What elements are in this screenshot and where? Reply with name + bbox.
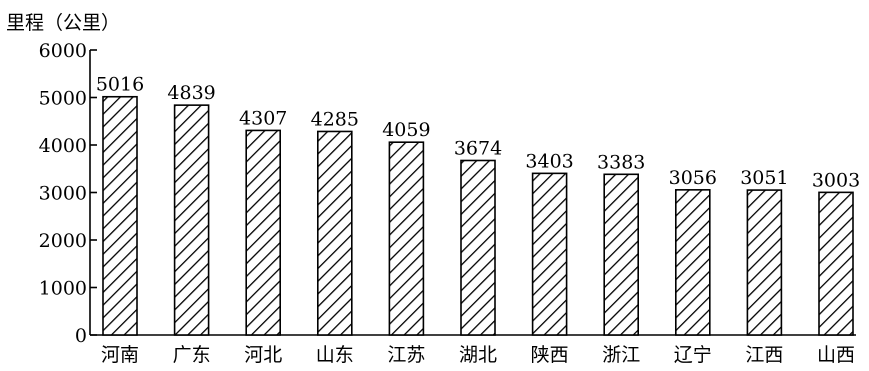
bar xyxy=(173,104,210,336)
bar xyxy=(531,172,568,336)
bar-value-label: 3383 xyxy=(597,151,645,173)
bar xyxy=(388,141,425,336)
category-label: 陕西 xyxy=(531,344,569,366)
bar xyxy=(603,173,640,336)
category-label: 山西 xyxy=(817,344,855,366)
bar xyxy=(245,129,281,336)
category-labels: 河南 广东 河北 山东 江苏 湖北 陕西 浙江 辽宁 江西 山西 xyxy=(101,344,855,366)
y-tick-label: 5000 xyxy=(39,88,87,110)
bar-value-label: 3051 xyxy=(740,167,788,189)
bar xyxy=(460,159,496,336)
bar-value-label: 3403 xyxy=(525,150,573,172)
bar-value-label: 5016 xyxy=(96,74,144,96)
y-axis-title: 里程（公里） xyxy=(6,12,120,34)
value-labels: 5016 4839 4307 4285 4059 3674 3403 3383 3056 3051… xyxy=(96,74,860,192)
bar-value-label: 4059 xyxy=(382,119,430,141)
bar xyxy=(818,191,854,336)
y-tick-label: 3000 xyxy=(39,183,87,205)
y-tick-label: 1000 xyxy=(39,278,87,300)
category-label: 湖北 xyxy=(459,344,497,366)
bar-value-label: 3674 xyxy=(454,137,502,159)
y-tick-label: 0 xyxy=(75,325,87,347)
category-label: 广东 xyxy=(173,344,211,366)
bars xyxy=(102,95,854,336)
bar xyxy=(316,130,353,336)
category-label: 浙江 xyxy=(602,344,640,366)
category-label: 江苏 xyxy=(387,344,425,366)
bar-value-label: 4307 xyxy=(239,107,287,129)
y-tick-label: 4000 xyxy=(39,135,87,157)
y-axis: 0 1000 2000 3000 4000 5000 6000 xyxy=(39,40,97,347)
category-label: 河北 xyxy=(244,344,282,366)
y-tick-label: 6000 xyxy=(39,40,87,62)
y-tick-label: 2000 xyxy=(39,230,87,252)
category-label: 辽宁 xyxy=(674,344,712,366)
bar-value-label: 3003 xyxy=(812,169,860,191)
bar-value-label: 3056 xyxy=(669,167,717,189)
bar xyxy=(102,95,138,336)
bar xyxy=(674,189,711,336)
category-label: 山东 xyxy=(316,344,354,366)
category-label: 江西 xyxy=(745,344,783,366)
bar-value-label: 4839 xyxy=(167,82,215,104)
bar-value-label: 4285 xyxy=(311,108,359,130)
bar xyxy=(746,189,783,336)
category-label: 河南 xyxy=(101,344,139,366)
